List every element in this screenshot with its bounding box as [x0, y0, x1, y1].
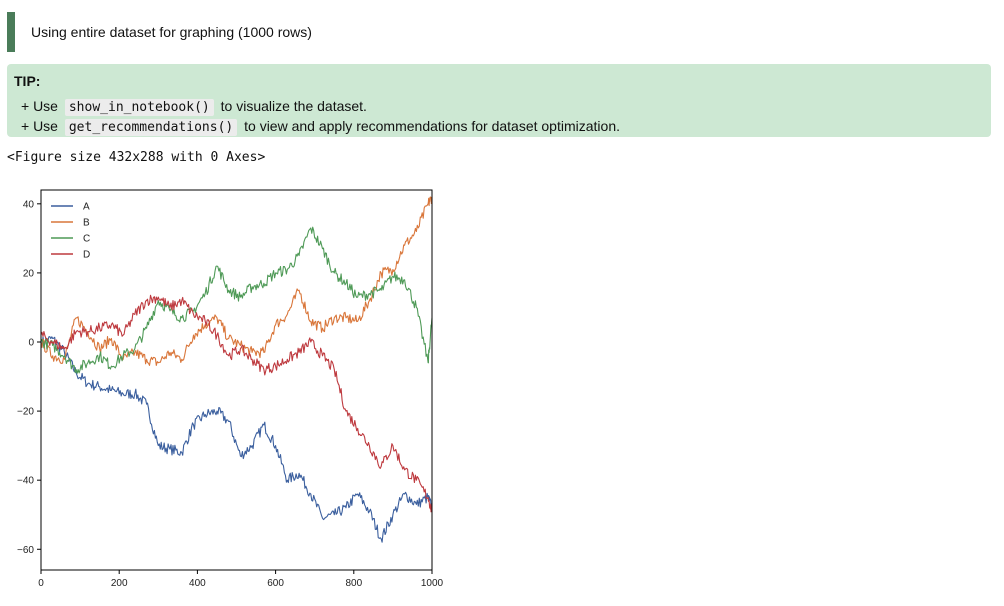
y-tick-label: 20 — [23, 268, 35, 279]
x-tick-label: 1000 — [421, 578, 444, 589]
y-tick-label: 40 — [23, 199, 35, 210]
y-tick-label: −60 — [17, 545, 34, 556]
tip-line-1-prefix: + Use — [21, 98, 58, 114]
figure-output-text: <Figure size 432x288 with 0 Axes> — [7, 150, 266, 165]
legend-label-A: A — [83, 202, 90, 213]
series-line-C — [40, 226, 433, 374]
legend-label-B: B — [83, 218, 90, 229]
tip-line-2: + Use get_recommendations() to view and … — [21, 116, 984, 136]
tip-line-1-suffix: to visualize the dataset. — [220, 98, 367, 114]
series-line-D — [40, 294, 433, 513]
tip-title: TIP: — [14, 73, 41, 89]
y-tick-label: −20 — [17, 407, 34, 418]
tip-box: TIP: + Use show_in_notebook() to visuali… — [7, 64, 991, 137]
plot-frame — [40, 189, 433, 571]
show-in-notebook-code: show_in_notebook() — [64, 99, 214, 116]
x-tick-label: 400 — [189, 578, 206, 589]
legend-label-D: D — [83, 250, 90, 261]
x-tick-label: 800 — [345, 578, 362, 589]
y-tick-label: −40 — [17, 476, 34, 487]
dataset-info-banner: Using entire dataset for graphing (1000 … — [7, 12, 991, 52]
get-recommendations-code: get_recommendations() — [64, 119, 238, 136]
tip-line-2-suffix: to view and apply recommendations for da… — [244, 118, 620, 134]
x-tick-label: 600 — [267, 578, 284, 589]
series-line-B — [40, 196, 433, 366]
x-tick-label: 0 — [38, 578, 44, 589]
tip-line-1: + Use show_in_notebook() to visualize th… — [21, 96, 984, 116]
x-tick-label: 200 — [111, 578, 128, 589]
series-line-A — [40, 336, 433, 543]
y-tick-label: 0 — [28, 338, 34, 349]
banner-text: Using entire dataset for graphing (1000 … — [31, 24, 312, 40]
tip-line-2-prefix: + Use — [21, 118, 58, 134]
legend-label-C: C — [83, 234, 90, 245]
